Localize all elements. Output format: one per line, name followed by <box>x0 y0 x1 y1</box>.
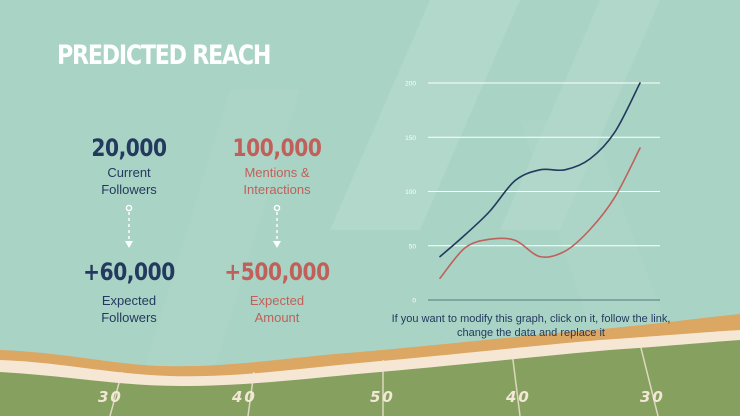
expected-amount-value: +500,000 <box>224 258 330 286</box>
yard-line <box>109 371 123 416</box>
arrow-down-icon <box>273 204 281 248</box>
chart-edit-note: If you want to modify this graph, click … <box>391 313 671 339</box>
slide-title: PREDICTED REACH <box>57 40 271 71</box>
label-line: Expected <box>249 293 305 308</box>
label-line: Followers <box>101 182 157 197</box>
expected-followers-value: +60,000 <box>83 258 175 286</box>
light-beam <box>130 90 300 416</box>
expected-amount-stat: +500,000 Expected Amount <box>202 258 352 326</box>
expected-followers-label: Expected Followers <box>54 292 204 326</box>
series-line-2 <box>439 147 641 280</box>
yard-line <box>639 343 659 416</box>
yard-number: 40 <box>232 388 257 406</box>
label-line: Mentions & <box>244 165 310 180</box>
yard-number: 50 <box>370 388 395 406</box>
yard-number: 30 <box>640 388 665 406</box>
yard-number: 30 <box>98 388 123 406</box>
arrow-down-icon <box>125 204 133 248</box>
mentions-stat: 100,000 Mentions & Interactions <box>202 134 352 198</box>
label-line: Amount <box>254 310 300 325</box>
yard-line <box>511 351 521 416</box>
label-line: Expected <box>101 293 157 308</box>
current-followers-value: 20,000 <box>91 134 167 162</box>
reach-line-chart[interactable]: 0 50 100 150 200 <box>380 72 680 312</box>
y-tick-label: 150 <box>405 135 416 142</box>
label-line: Interactions <box>243 182 311 197</box>
y-tick-label: 100 <box>405 189 416 196</box>
current-followers-stat: 20,000 Current Followers <box>54 134 204 198</box>
mentions-value: 100,000 <box>232 134 322 162</box>
mentions-label: Mentions & Interactions <box>202 164 352 198</box>
grass-field <box>0 340 740 416</box>
light-beam <box>330 0 520 230</box>
y-tick-label: 50 <box>409 243 417 250</box>
series-line-1 <box>439 82 641 258</box>
label-line: Current <box>107 165 151 180</box>
expected-followers-stat: +60,000 Expected Followers <box>54 258 204 326</box>
y-tick-label: 200 <box>405 81 416 88</box>
label-line: Followers <box>101 310 157 325</box>
yard-number: 40 <box>506 388 531 406</box>
y-tick-label: 0 <box>412 298 416 305</box>
current-followers-label: Current Followers <box>54 164 204 198</box>
expected-amount-label: Expected Amount <box>202 292 352 326</box>
light-beam <box>500 0 660 230</box>
yard-line <box>247 371 255 416</box>
